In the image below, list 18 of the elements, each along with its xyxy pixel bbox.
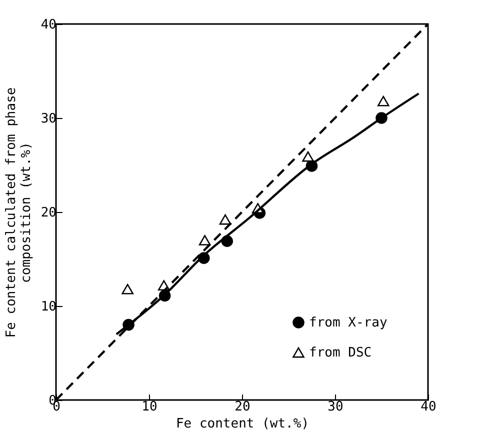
legend-label: from DSC	[309, 346, 372, 360]
y-tick-label: 20	[40, 206, 56, 220]
y-tick-label: 40	[40, 18, 56, 32]
point	[219, 214, 232, 225]
x-tick-label: 30	[328, 400, 344, 414]
point	[302, 151, 314, 162]
point	[198, 235, 211, 246]
x-tick-label: 40	[420, 400, 436, 414]
y-tick-label: 30	[40, 112, 56, 126]
y-axis-title: Fe content calculated from phase composition (wt.%)	[4, 87, 34, 338]
y-tick-label: 10	[40, 300, 56, 314]
point	[122, 284, 134, 294]
x-tick-label: 10	[142, 400, 158, 414]
point	[377, 96, 390, 106]
x-tick-label: 20	[234, 400, 250, 414]
legend-label: from X-ray	[309, 316, 388, 330]
line-series	[115, 92, 420, 336]
x-axis-title: Fe content (wt.%)	[176, 416, 310, 432]
